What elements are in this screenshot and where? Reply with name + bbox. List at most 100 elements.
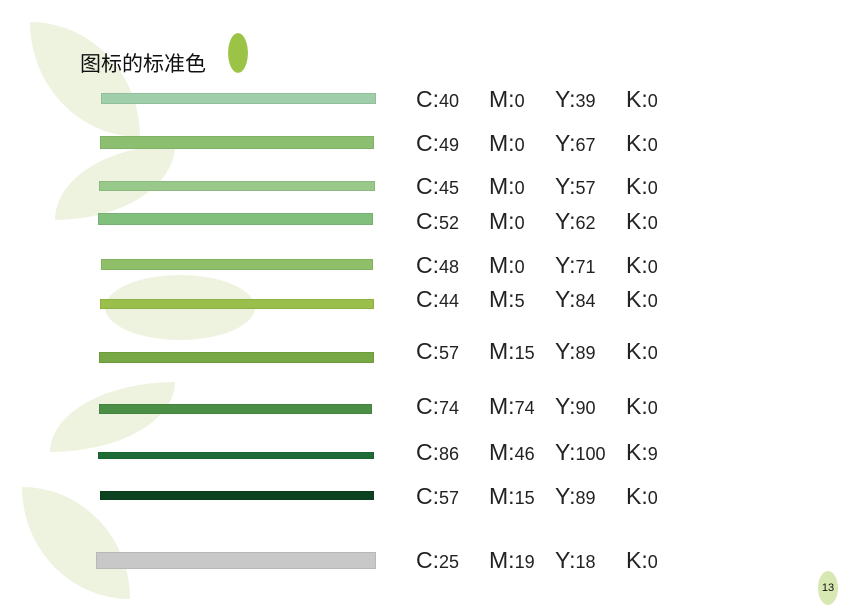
- background-leaf: [30, 22, 140, 137]
- value: 0: [647, 343, 658, 363]
- value: 0: [514, 178, 525, 198]
- cmyk-k-value: K:0: [626, 130, 658, 156]
- cmyk-m-value: M:15: [489, 338, 535, 364]
- cmyk-k-value: K:9: [626, 439, 658, 465]
- cmyk-row: C:74 M:74 Y:90 K:0: [0, 393, 860, 421]
- value: 0: [514, 91, 525, 111]
- cmyk-m-value: M:0: [489, 208, 525, 234]
- value: 9: [647, 444, 658, 464]
- cmyk-m-value: M:0: [489, 173, 525, 199]
- value: 48: [439, 257, 460, 277]
- cmyk-c-value: C:40: [416, 86, 460, 112]
- cmyk-y-value: Y:57: [555, 173, 596, 199]
- cmyk-c-value: C:45: [416, 173, 460, 199]
- cmyk-m-value: M:46: [489, 439, 535, 465]
- page-number: 13: [818, 571, 838, 605]
- value: 0: [647, 135, 658, 155]
- value: 5: [514, 291, 525, 311]
- value: 46: [514, 444, 535, 464]
- cmyk-y-value: Y:89: [555, 483, 596, 509]
- cmyk-m-value: M:19: [489, 547, 535, 573]
- cmyk-c-value: C:57: [416, 483, 460, 509]
- cmyk-row: C:40 M:0 Y:39 K:0: [0, 86, 860, 114]
- value: 0: [647, 552, 658, 572]
- cmyk-row: C:45 M:0 Y:57 K:0: [0, 173, 860, 201]
- value: 71: [575, 257, 596, 277]
- cmyk-k-value: K:0: [626, 286, 658, 312]
- value: 25: [439, 552, 460, 572]
- color-bar: [99, 181, 375, 191]
- value: 40: [439, 91, 460, 111]
- value: 84: [575, 291, 596, 311]
- cmyk-c-value: C:25: [416, 547, 460, 573]
- color-bar: [96, 552, 376, 569]
- cmyk-row: C:48 M:0 Y:71 K:0: [0, 252, 860, 280]
- cmyk-y-value: Y:71: [555, 252, 596, 278]
- color-bar: [100, 299, 374, 309]
- cmyk-m-value: M:0: [489, 252, 525, 278]
- cmyk-m-value: M:0: [489, 86, 525, 112]
- cmyk-row: C:44 M:5 Y:84 K:0: [0, 286, 860, 314]
- value: 0: [647, 91, 658, 111]
- value: 100: [575, 444, 606, 464]
- cmyk-y-value: Y:90: [555, 393, 596, 419]
- cmyk-c-value: C:86: [416, 439, 460, 465]
- value: 74: [439, 398, 460, 418]
- value: 57: [575, 178, 596, 198]
- value: 0: [647, 178, 658, 198]
- color-bar: [101, 93, 376, 104]
- cmyk-y-value: Y:39: [555, 86, 596, 112]
- value: 74: [514, 398, 535, 418]
- cmyk-y-value: Y:18: [555, 547, 596, 573]
- value: 0: [514, 257, 525, 277]
- value: 44: [439, 291, 460, 311]
- cmyk-k-value: K:0: [626, 393, 658, 419]
- value: 90: [575, 398, 596, 418]
- color-bar: [98, 213, 373, 225]
- value: 15: [514, 343, 535, 363]
- page-title: 图标的标准色: [80, 52, 206, 76]
- value: 39: [575, 91, 596, 111]
- cmyk-y-value: Y:100: [555, 439, 606, 465]
- value: 86: [439, 444, 460, 464]
- value: 0: [514, 213, 525, 233]
- value: 0: [647, 213, 658, 233]
- cmyk-k-value: K:0: [626, 483, 658, 509]
- value: 89: [575, 343, 596, 363]
- cmyk-row: C:86 M:46 Y:100 K:9: [0, 439, 860, 467]
- cmyk-y-value: Y:84: [555, 286, 596, 312]
- value: 62: [575, 213, 596, 233]
- color-bar: [99, 352, 374, 363]
- cmyk-c-value: C:44: [416, 286, 460, 312]
- cmyk-row: C:57 M:15 Y:89 K:0: [0, 483, 860, 511]
- value: 0: [647, 257, 658, 277]
- cmyk-k-value: K:0: [626, 547, 658, 573]
- cmyk-c-value: C:49: [416, 130, 460, 156]
- value: 89: [575, 488, 596, 508]
- value: 0: [514, 135, 525, 155]
- value: 52: [439, 213, 460, 233]
- cmyk-y-value: Y:62: [555, 208, 596, 234]
- color-bar: [98, 452, 374, 459]
- cmyk-c-value: C:48: [416, 252, 460, 278]
- cmyk-y-value: Y:67: [555, 130, 596, 156]
- value: 15: [514, 488, 535, 508]
- cmyk-c-value: C:74: [416, 393, 460, 419]
- cmyk-k-value: K:0: [626, 173, 658, 199]
- value: 19: [514, 552, 535, 572]
- cmyk-k-value: K:0: [626, 86, 658, 112]
- color-bar: [100, 136, 374, 149]
- value: 0: [647, 398, 658, 418]
- cmyk-row: C:49 M:0 Y:67 K:0: [0, 130, 860, 158]
- value: 0: [647, 291, 658, 311]
- cmyk-m-value: M:74: [489, 393, 535, 419]
- value: 57: [439, 488, 460, 508]
- color-bar: [100, 491, 374, 500]
- cmyk-row: C:57 M:15 Y:89 K:0: [0, 338, 860, 366]
- cmyk-k-value: K:0: [626, 338, 658, 364]
- value: 45: [439, 178, 460, 198]
- cmyk-m-value: M:5: [489, 286, 525, 312]
- cmyk-y-value: Y:89: [555, 338, 596, 364]
- cmyk-m-value: M:15: [489, 483, 535, 509]
